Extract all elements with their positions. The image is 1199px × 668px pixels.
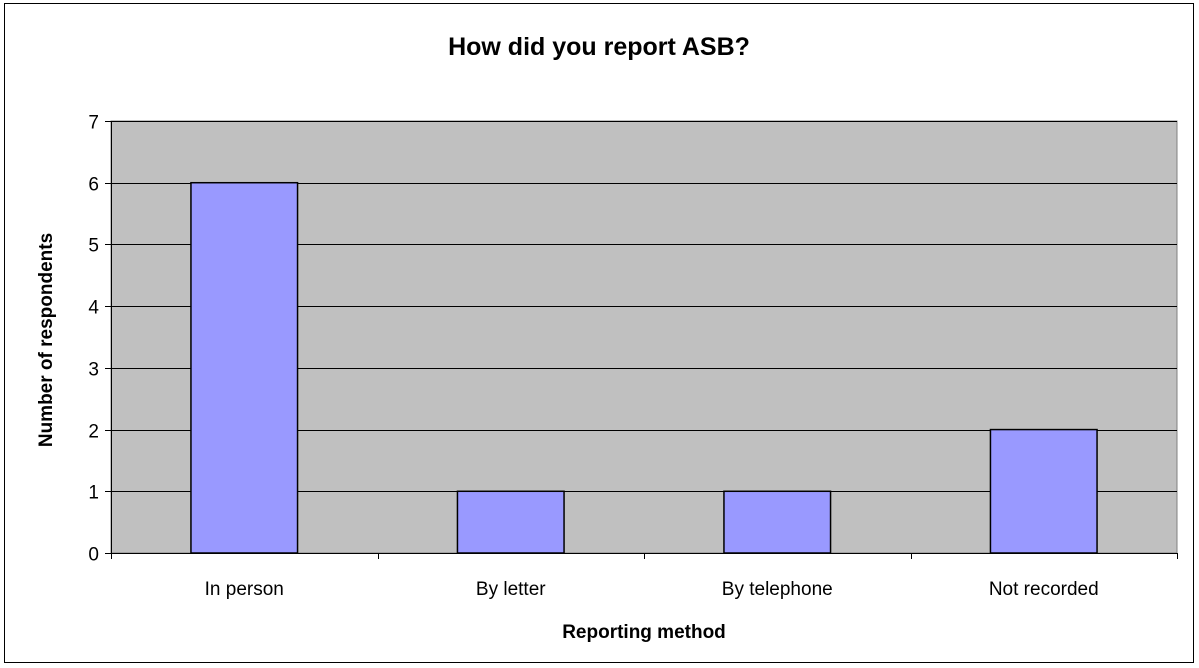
- y-tick-label: 5: [88, 236, 99, 257]
- bar-by-letter: [456, 490, 565, 554]
- x-tick-label: By letter: [476, 579, 546, 600]
- x-axis-title: Reporting method: [562, 622, 726, 643]
- x-tick-label: Not recorded: [989, 579, 1099, 600]
- bar-in-person: [190, 181, 299, 554]
- y-tick-label: 3: [88, 360, 99, 381]
- y-axis-ticks: 0 1 2 3 4 5 6 7: [88, 113, 111, 566]
- y-tick-label: 6: [88, 175, 99, 196]
- y-axis-title: Number of respondents: [36, 233, 57, 447]
- bar-by-telephone: [723, 490, 832, 554]
- y-tick-label: 2: [88, 422, 99, 443]
- y-tick-label: 1: [88, 483, 99, 504]
- y-tick-label: 7: [88, 113, 99, 134]
- x-tick-label: In person: [205, 579, 284, 600]
- chart-title: How did you report ASB?: [448, 33, 750, 61]
- y-tick-label: 0: [88, 545, 99, 566]
- x-axis-ticks: In person By letter By telephone Not record…: [111, 553, 1178, 600]
- bars: [190, 181, 1098, 554]
- bar-not-recorded: [989, 428, 1098, 554]
- x-tick-label: By telephone: [722, 579, 833, 600]
- y-tick-label: 4: [88, 298, 99, 319]
